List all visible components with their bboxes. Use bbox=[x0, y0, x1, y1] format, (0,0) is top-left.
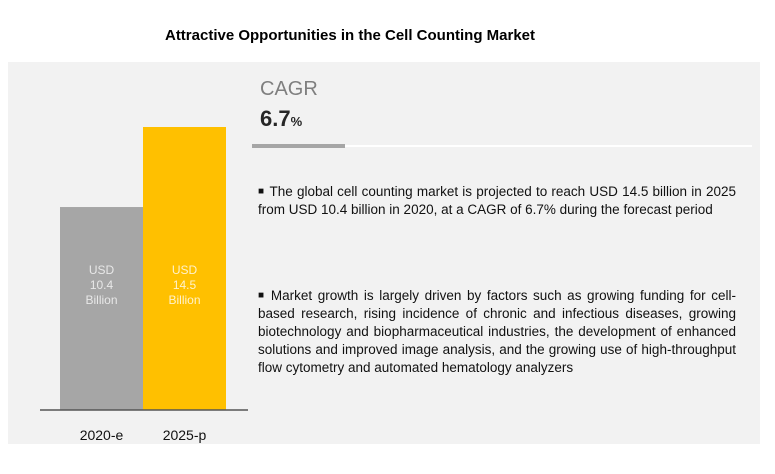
bar-2020-e bbox=[60, 207, 143, 410]
bullet-item: ■ The global cell counting market is proj… bbox=[258, 183, 736, 219]
cagr-number: 6.7 bbox=[260, 106, 291, 131]
bullet-icon: ■ bbox=[258, 290, 266, 301]
bullet-icon: ■ bbox=[258, 186, 265, 197]
cagr-unit: % bbox=[290, 114, 303, 129]
bar-data-label: 10.4 bbox=[90, 278, 114, 292]
x-tick-label: 2020-e bbox=[80, 427, 124, 443]
bar-data-label: Billion bbox=[85, 293, 117, 307]
bar-2025-p bbox=[143, 127, 226, 410]
cagr-value: 6.7% bbox=[260, 106, 302, 132]
bar-data-label: Billion bbox=[168, 293, 200, 307]
bar-data-label: USD bbox=[89, 263, 115, 277]
bar-data-label: USD bbox=[172, 263, 198, 277]
cagr-divider-accent bbox=[252, 144, 345, 148]
bar-data-label: 14.5 bbox=[173, 278, 197, 292]
bullet-text: Market growth is largely driven by facto… bbox=[258, 288, 736, 375]
bullet-text: The global cell counting market is proje… bbox=[258, 184, 736, 217]
bullet-item: ■ Market growth is largely driven by fact… bbox=[258, 287, 736, 377]
x-tick-label: 2025-p bbox=[163, 427, 207, 443]
cagr-label: CAGR bbox=[260, 78, 318, 100]
chart-title: Attractive Opportunities in the Cell Cou… bbox=[164, 27, 536, 44]
cagr-divider bbox=[252, 145, 752, 147]
